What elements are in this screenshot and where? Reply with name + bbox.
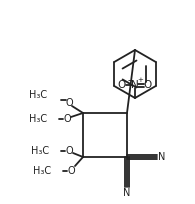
Text: N: N [158,152,166,162]
Text: N: N [131,80,139,90]
Text: O: O [67,166,75,176]
Text: +: + [137,77,143,83]
Text: H₃C: H₃C [31,146,49,156]
Text: H₃C: H₃C [33,166,51,176]
Text: O: O [65,146,73,156]
Text: H₃C: H₃C [29,90,47,100]
Text: O: O [63,114,71,124]
Text: O: O [144,80,152,90]
Text: -: - [127,75,131,85]
Text: O: O [117,80,125,90]
Text: O: O [65,98,73,108]
Text: N: N [123,188,131,198]
Text: H₃C: H₃C [29,114,47,124]
